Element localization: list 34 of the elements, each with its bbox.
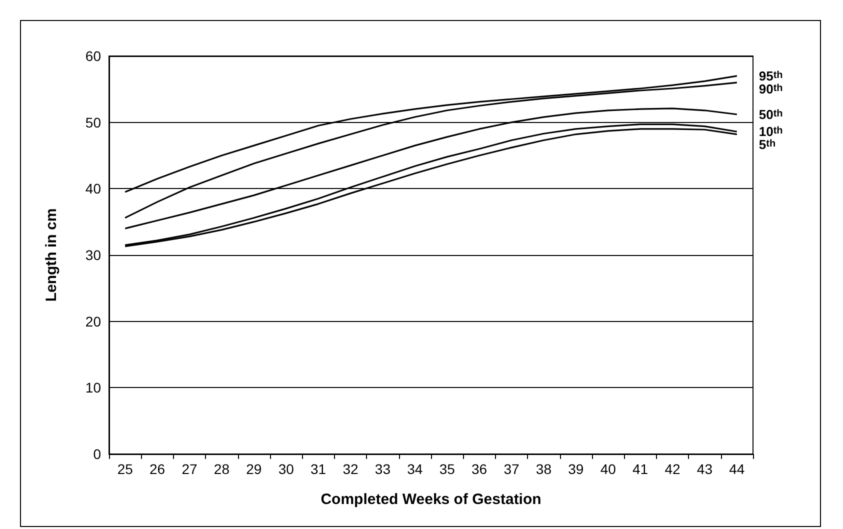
x-tick-label: 31 [310,461,326,477]
y-tick-label: 10 [85,380,102,396]
x-tick-label: 30 [278,461,294,477]
x-tick-label: 28 [214,461,230,477]
x-tick-label: 34 [407,461,423,477]
x-tick-label: 36 [472,461,488,477]
x-tick-label: 38 [536,461,552,477]
x-tick-label: 43 [696,461,713,477]
x-tick-label: 42 [664,461,680,477]
x-tick-label: 41 [632,461,648,477]
series-label: 5th [758,137,776,152]
y-tick-label: 40 [85,180,102,197]
x-tick-label: 33 [374,461,391,477]
y-tick-label: 20 [85,313,102,330]
x-tick-label: 25 [117,461,134,477]
x-tick-label: 37 [504,461,520,477]
series-label: 10th [758,124,783,140]
series-label: 95th [758,68,783,84]
series-label: 50th [758,106,783,122]
x-tick-label: 32 [342,461,358,477]
y-tick-label: 50 [85,114,102,130]
series-label: 90th [758,81,783,96]
y-axis-title: Length in cm [43,208,60,302]
x-tick-label: 44 [729,461,745,477]
x-tick-label: 27 [182,461,198,477]
x-tick-label: 39 [568,461,584,477]
x-tick-label: 40 [600,461,616,477]
y-tick-label: 30 [85,247,102,263]
x-tick-label: 26 [150,461,166,477]
y-tick-label: 60 [85,48,102,64]
x-tick-label: 35 [439,461,456,477]
y-tick-label: 0 [93,446,102,462]
x-axis-title: Completed Weeks of Gestation [320,491,542,508]
x-tick-label: 29 [246,461,262,477]
